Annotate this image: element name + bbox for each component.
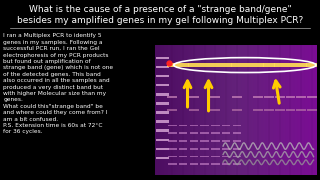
- Bar: [222, 125, 230, 126]
- Bar: [220, 63, 232, 67]
- Bar: [263, 63, 275, 67]
- Bar: [274, 63, 285, 67]
- Bar: [200, 163, 209, 165]
- Bar: [253, 109, 263, 111]
- Bar: [189, 109, 199, 111]
- Bar: [199, 63, 210, 67]
- Bar: [179, 125, 188, 126]
- Bar: [211, 156, 220, 158]
- Bar: [156, 139, 169, 141]
- Text: I ran a Multiplex PCR to identify 5
genes in my samples. Following a
successful : I ran a Multiplex PCR to identify 5 gene…: [3, 33, 113, 134]
- Bar: [156, 157, 169, 159]
- Bar: [275, 96, 285, 98]
- Bar: [242, 63, 253, 67]
- Bar: [156, 148, 169, 150]
- Bar: [307, 96, 317, 98]
- Bar: [189, 96, 199, 98]
- Bar: [253, 63, 264, 67]
- Bar: [211, 140, 220, 142]
- Bar: [167, 96, 177, 98]
- Bar: [168, 125, 177, 126]
- Bar: [200, 140, 209, 142]
- Bar: [211, 109, 220, 111]
- Bar: [179, 148, 188, 150]
- Bar: [233, 140, 241, 142]
- Bar: [200, 132, 209, 134]
- Bar: [167, 63, 178, 67]
- Bar: [200, 148, 209, 150]
- Bar: [168, 163, 177, 165]
- Bar: [222, 148, 230, 150]
- Bar: [200, 125, 209, 126]
- Bar: [189, 156, 198, 158]
- Bar: [307, 109, 317, 111]
- Bar: [296, 96, 306, 98]
- Bar: [233, 163, 241, 165]
- Bar: [233, 156, 241, 158]
- Bar: [222, 163, 230, 165]
- Bar: [231, 63, 242, 67]
- Bar: [211, 96, 220, 98]
- Bar: [211, 125, 220, 126]
- Bar: [189, 132, 198, 134]
- Bar: [210, 63, 221, 67]
- Bar: [156, 120, 169, 123]
- Bar: [233, 125, 241, 126]
- Bar: [179, 163, 188, 165]
- Bar: [156, 111, 169, 114]
- Bar: [156, 75, 169, 77]
- Bar: [189, 140, 198, 142]
- Bar: [222, 140, 230, 142]
- Bar: [200, 156, 209, 158]
- Bar: [179, 156, 188, 158]
- Bar: [233, 132, 241, 134]
- Bar: [179, 132, 188, 134]
- Bar: [189, 148, 198, 150]
- Bar: [189, 125, 198, 126]
- Bar: [285, 96, 295, 98]
- Text: besides my amplified genes in my gel following Multiplex PCR?: besides my amplified genes in my gel fol…: [17, 16, 303, 25]
- Bar: [211, 148, 220, 150]
- Bar: [232, 109, 242, 111]
- Bar: [285, 63, 296, 67]
- Bar: [179, 140, 188, 142]
- Bar: [233, 148, 241, 150]
- Bar: [296, 63, 307, 67]
- Bar: [189, 163, 198, 165]
- Bar: [222, 132, 230, 134]
- Bar: [156, 93, 169, 96]
- Bar: [253, 96, 263, 98]
- Bar: [232, 96, 242, 98]
- Bar: [168, 132, 177, 134]
- Bar: [178, 63, 189, 67]
- Bar: [188, 63, 199, 67]
- Bar: [285, 109, 295, 111]
- Text: What is the cause of a presence of a "strange band/gene": What is the cause of a presence of a "st…: [29, 4, 291, 14]
- Bar: [211, 163, 220, 165]
- Bar: [156, 84, 169, 86]
- Bar: [167, 109, 177, 111]
- Bar: [296, 109, 306, 111]
- Bar: [156, 66, 169, 68]
- Bar: [156, 57, 169, 59]
- Bar: [211, 132, 220, 134]
- Bar: [307, 63, 317, 67]
- Bar: [168, 148, 177, 150]
- Bar: [222, 156, 230, 158]
- Bar: [275, 109, 285, 111]
- Bar: [156, 102, 169, 105]
- Bar: [156, 129, 169, 132]
- Bar: [264, 96, 274, 98]
- Bar: [168, 140, 177, 142]
- Bar: [168, 156, 177, 158]
- Bar: [264, 109, 274, 111]
